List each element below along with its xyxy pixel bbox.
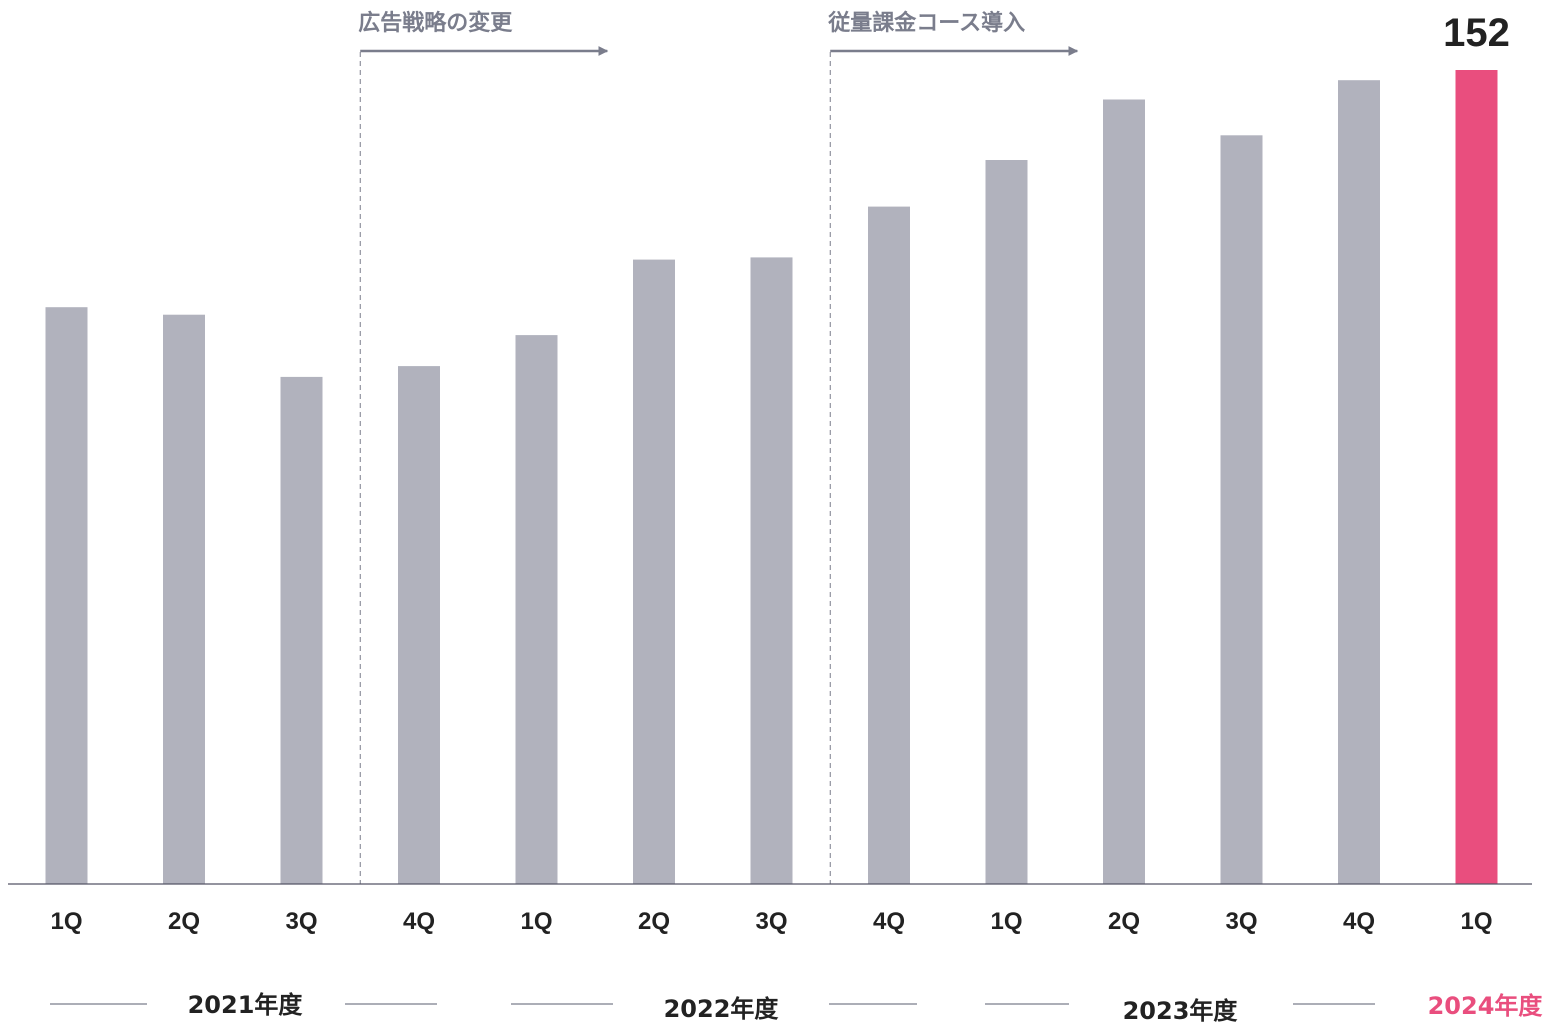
bar-4 [398, 366, 440, 885]
x-tick-label-7: 3Q [755, 908, 787, 935]
x-tick-label-6: 2Q [638, 908, 670, 935]
x-tick-label-8: 4Q [873, 908, 905, 935]
bar-1 [45, 307, 88, 884]
annotations-layer: 広告戦略の変更 従量課金コース導入 [358, 10, 1079, 884]
x-tick-labels: 1Q 2Q 3Q 4Q 1Q 2Q 3Q 4Q 1Q 2Q 3Q 4Q 1Q [50, 908, 1492, 935]
bar-8 [868, 206, 910, 885]
bar-12 [1338, 80, 1380, 884]
x-tick-label-1: 1Q [50, 908, 82, 935]
x-tick-label-12: 4Q [1343, 908, 1375, 935]
data-labels-layer: 152 [1443, 11, 1510, 55]
x-tick-label-10: 2Q [1108, 908, 1140, 935]
x-tick-label-5: 1Q [520, 908, 552, 935]
fiscal-year-labels: 2021年度 2022年度 2023年度 2024年度 [50, 991, 1543, 1025]
data-label-bar-13: 152 [1443, 11, 1510, 55]
bar-3 [280, 376, 323, 884]
x-tick-label-13: 1Q [1460, 908, 1492, 935]
bar-9 [985, 160, 1028, 884]
bar-2 [163, 314, 205, 884]
bar-6 [633, 259, 675, 885]
fiscal-year-label-1: 2021年度 [188, 991, 304, 1019]
bar-10 [1103, 99, 1145, 884]
fiscal-year-label-3: 2023年度 [1123, 997, 1239, 1025]
annotation-1-label: 広告戦略の変更 [358, 10, 513, 36]
bar-7 [750, 257, 793, 884]
x-tick-label-4: 4Q [403, 908, 435, 935]
x-tick-label-11: 3Q [1225, 908, 1257, 935]
bar-5 [515, 335, 558, 885]
bar-13 [1455, 70, 1498, 884]
fiscal-year-label-4: 2024年度 [1428, 992, 1544, 1020]
fiscal-year-label-2: 2022年度 [664, 995, 780, 1023]
x-tick-label-9: 1Q [990, 908, 1022, 935]
bars-layer [45, 70, 1498, 885]
annotation-2-label: 従量課金コース導入 [827, 10, 1025, 36]
x-tick-label-3: 3Q [285, 908, 317, 935]
bar-11 [1220, 135, 1263, 885]
x-tick-label-2: 2Q [168, 908, 200, 935]
